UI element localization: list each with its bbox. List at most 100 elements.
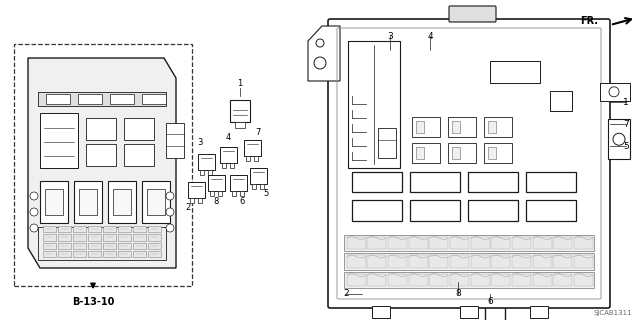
Bar [58,251,71,257]
Bar [254,156,259,161]
Bar [73,251,86,257]
Bar [348,41,400,168]
Bar [230,100,250,122]
Circle shape [30,192,38,200]
Bar [468,172,518,192]
Bar [73,234,86,241]
Bar [38,92,166,106]
Bar [484,143,512,163]
Bar [188,182,205,198]
Bar [142,181,170,223]
Bar [532,255,552,268]
Bar [198,198,202,203]
Bar [118,243,131,249]
Bar [43,251,56,257]
Bar [88,226,101,232]
Bar [452,121,460,133]
Bar [147,189,165,215]
Text: 3: 3 [197,138,203,147]
Bar [429,255,449,268]
Text: 2: 2 [186,204,191,212]
Circle shape [314,57,326,69]
Bar [550,91,572,111]
Text: 5: 5 [623,141,629,150]
Bar [460,306,478,318]
Bar [352,172,402,192]
Bar [103,251,116,257]
Text: B-13-10: B-13-10 [72,297,114,307]
Bar [574,236,593,249]
Text: 8: 8 [455,290,461,299]
Bar [198,154,214,170]
Bar [73,226,86,232]
Bar [240,191,244,196]
Bar [448,117,476,137]
FancyBboxPatch shape [449,6,496,22]
Text: 5: 5 [264,189,269,198]
Bar [408,236,428,249]
Bar [118,234,131,241]
Bar [58,226,71,232]
Bar [512,274,531,286]
Bar [14,44,192,286]
Circle shape [609,87,619,97]
Bar [450,255,469,268]
Bar [58,234,71,241]
Bar [470,274,490,286]
Text: SJCAB1311: SJCAB1311 [593,310,632,316]
Bar [378,128,396,158]
Text: 3: 3 [387,31,393,41]
Bar [88,243,101,249]
Text: 6: 6 [487,298,493,307]
Bar [574,255,593,268]
Bar [118,251,131,257]
Bar [208,170,212,175]
FancyBboxPatch shape [328,19,610,308]
Bar [88,251,101,257]
Bar [491,255,510,268]
Bar [388,236,407,249]
Circle shape [316,39,324,47]
Text: 1: 1 [623,98,629,107]
Bar [448,143,476,163]
Bar [491,274,510,286]
Bar [429,274,449,286]
Bar [103,243,116,249]
Bar [133,234,146,241]
Bar [488,147,496,159]
Bar [512,236,531,249]
Bar [532,236,552,249]
Bar [118,226,131,232]
Bar [346,236,365,249]
Bar [416,147,424,159]
Bar [553,255,572,268]
Bar [221,163,226,168]
Bar [235,122,245,128]
Bar [103,226,116,232]
Bar [367,255,387,268]
Bar [412,143,440,163]
Bar [148,243,161,249]
Bar [246,156,250,161]
Bar [124,144,154,166]
Circle shape [166,208,174,216]
Bar [148,251,161,257]
Bar [260,184,264,189]
Bar [410,200,460,220]
Bar [207,175,225,191]
Bar [344,235,594,251]
Bar [250,168,266,184]
Bar [553,236,572,249]
Bar [532,274,552,286]
Bar [488,121,496,133]
Bar [133,251,146,257]
Bar [491,236,510,249]
Bar [553,274,572,286]
Bar [74,181,102,223]
Circle shape [30,224,38,232]
Bar [110,94,134,104]
Bar [86,144,116,166]
Bar [352,200,402,220]
Bar [113,189,131,215]
Bar [40,113,78,168]
